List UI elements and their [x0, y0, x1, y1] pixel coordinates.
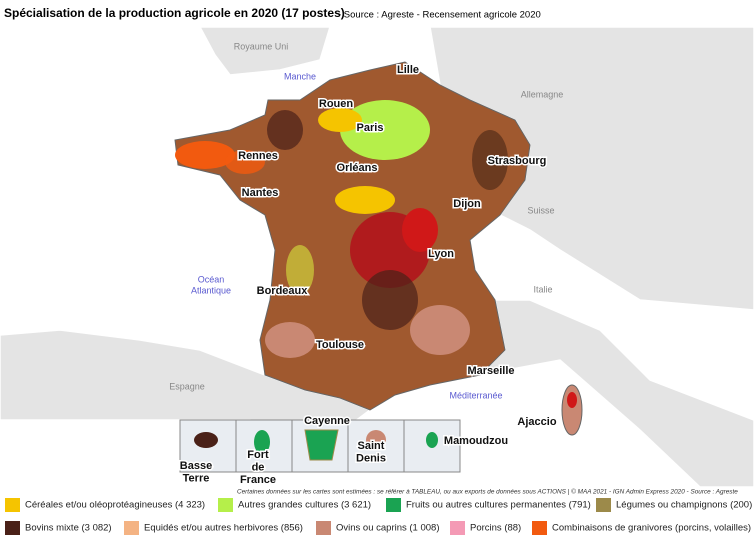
map-texture	[175, 100, 583, 436]
city-label: Paris	[357, 122, 384, 134]
inset-label: Cayenne	[304, 415, 350, 427]
legend-label: Céréales et/ou oléoprotéagineuses (4 323…	[25, 500, 205, 511]
inset-label: Mamoudzou	[444, 435, 508, 447]
city-label: Nantes	[242, 187, 279, 199]
legend-swatch	[532, 521, 547, 535]
inset-label: Fort	[247, 449, 269, 461]
country-label: Suisse	[527, 205, 554, 215]
city-label: Marseille	[467, 365, 514, 377]
sea-label: Méditerranée	[449, 390, 502, 400]
legend-swatch	[450, 521, 465, 535]
title: Spécialisation de la production agricole…	[4, 6, 345, 20]
inset-label: de	[252, 461, 265, 473]
city-label: Ajaccio	[517, 416, 556, 428]
legend-swatch	[124, 521, 139, 535]
city-label: Dijon	[453, 198, 481, 210]
country-label: Allemagne	[521, 89, 564, 99]
legend-label: Ovins ou caprins (1 008)	[336, 523, 440, 534]
legend-label: Equidés et/ou autres herbivores (856)	[144, 523, 303, 534]
insets	[179, 419, 461, 473]
legend-swatch	[386, 498, 401, 512]
city-label: Lyon	[428, 248, 454, 260]
legend-label: Bovins mixte (3 082)	[25, 523, 112, 534]
source: - Source : Agreste - Recensement agricol…	[338, 10, 541, 21]
inset-label: Denis	[356, 452, 386, 464]
city-label: Toulouse	[316, 339, 364, 351]
legend-swatch	[218, 498, 233, 512]
inset-label: Saint	[358, 440, 385, 452]
country-label: Royaume Uni	[234, 41, 289, 51]
legend-swatch	[5, 521, 20, 535]
country-label: Espagne	[169, 381, 205, 391]
city-label: Rennes	[238, 150, 278, 162]
legend-swatch	[596, 498, 611, 512]
inset-label: Terre	[183, 472, 210, 484]
legend-swatch	[5, 498, 20, 512]
legend-label: Autres grandes cultures (3 621)	[238, 500, 371, 511]
legend-swatch	[316, 521, 331, 535]
city-label: Strasbourg	[488, 155, 547, 167]
legend-label: Fruits ou autres cultures permanentes (7…	[406, 500, 591, 511]
legend-label: Porcins (88)	[470, 523, 521, 534]
city-label: Bordeaux	[257, 285, 309, 297]
inset-label: Basse	[180, 460, 212, 472]
footnote: Certaines données sur les cartes sont es…	[237, 488, 738, 496]
sea-label: Manche	[284, 71, 316, 81]
city-label: Rouen	[319, 98, 354, 110]
city-label: Orléans	[337, 162, 378, 174]
legend-label: Combinaisons de granivores (porcins, vol…	[552, 523, 751, 534]
legend-label: Légumes ou champignons (200)	[616, 500, 752, 511]
neighbors	[0, 26, 754, 488]
sea-label: Atlantique	[191, 285, 231, 295]
country-label: Italie	[533, 284, 552, 294]
inset-label: France	[240, 474, 276, 486]
sea-label: Océan	[198, 274, 225, 284]
city-label: Lille	[397, 64, 419, 76]
